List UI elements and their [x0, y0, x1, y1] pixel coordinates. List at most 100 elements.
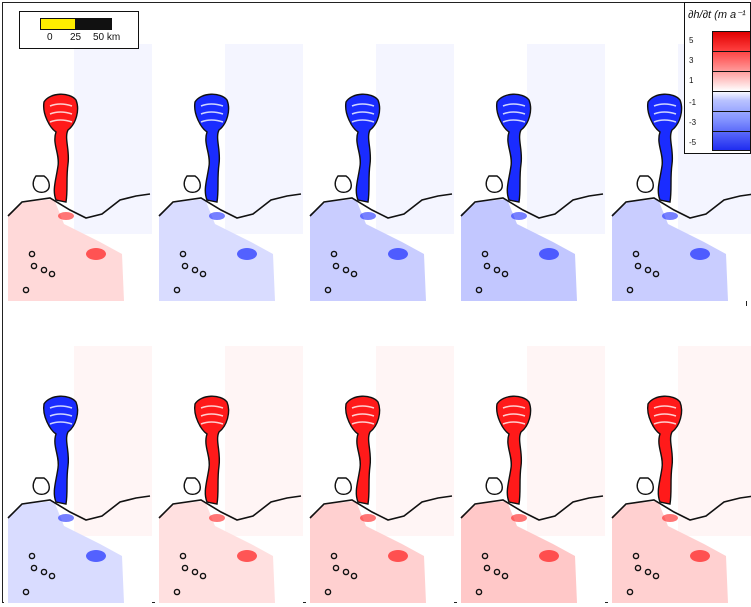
grounding-line — [460, 495, 604, 521]
ice-shelf-region — [461, 199, 577, 301]
legend-tick-m1: -1 — [689, 98, 697, 107]
shelf-patch — [237, 550, 257, 562]
map-panel-r2-c4 — [457, 306, 605, 603]
grounding-line — [7, 193, 151, 219]
island-outline — [342, 568, 350, 576]
ice-shelf-region — [310, 199, 426, 301]
trunk-band — [200, 421, 224, 425]
island-outline — [652, 270, 660, 278]
ice-shelf-region — [310, 501, 426, 603]
map-panel-svg — [155, 306, 303, 603]
island-outline — [40, 568, 48, 576]
trunk-band — [49, 413, 73, 417]
legend-title: ∂h/∂t (m a⁻¹ — [688, 9, 746, 21]
island-outline — [191, 266, 199, 274]
legend-tick-1: 1 — [689, 76, 694, 85]
grounding-line — [158, 193, 302, 219]
legend-tick-line-m3 — [712, 131, 750, 132]
island-outline — [330, 552, 338, 560]
ice-shelf-region — [461, 501, 577, 603]
ice-shelf-region — [8, 501, 124, 603]
island-outline — [652, 572, 660, 580]
legend-tick-line-3 — [712, 71, 750, 72]
island-outline — [199, 270, 207, 278]
island-outline — [475, 286, 483, 294]
map-panel-svg — [608, 306, 751, 603]
legend-tick-3: 3 — [689, 56, 694, 65]
map-panel-r1-c1 — [4, 4, 152, 301]
ocean-tint — [376, 44, 454, 234]
trunk-band — [502, 103, 526, 107]
island-outline — [632, 552, 640, 560]
island-outline — [493, 568, 501, 576]
grounding-line — [309, 495, 453, 521]
tributary-outline — [636, 175, 654, 193]
scale-label-25: 25 — [70, 32, 82, 43]
tributary-outline — [183, 175, 201, 193]
island-outline — [181, 262, 189, 270]
trunk-band — [200, 119, 224, 123]
shelf-patch — [662, 212, 678, 220]
shelf-patch — [58, 212, 74, 220]
scale-bar-black-segment — [76, 18, 112, 30]
shelf-patch — [209, 212, 225, 220]
trunk-band — [49, 405, 73, 409]
island-outline — [350, 572, 358, 580]
island-outline — [199, 572, 207, 580]
trunk-band — [502, 111, 526, 115]
trunk-band — [351, 405, 375, 409]
island-outline — [644, 568, 652, 576]
trunk-band — [653, 111, 677, 115]
island-outline — [30, 564, 38, 572]
island-outline — [332, 262, 340, 270]
shelf-patch — [58, 514, 74, 522]
map-panel-svg — [457, 4, 605, 301]
map-panel-svg — [4, 306, 152, 603]
island-outline — [48, 270, 56, 278]
trunk-band — [653, 405, 677, 409]
tributary-outline — [636, 477, 654, 495]
island-outline — [632, 250, 640, 258]
shelf-patch — [360, 514, 376, 522]
ocean-tint — [225, 44, 303, 234]
ocean-tint — [527, 44, 605, 234]
island-outline — [324, 588, 332, 596]
tributary-outline — [485, 477, 503, 495]
legend-tick-line-1 — [712, 91, 750, 92]
island-outline — [173, 286, 181, 294]
map-panel-svg — [155, 4, 303, 301]
island-outline — [350, 270, 358, 278]
legend-tick-5: 5 — [689, 36, 694, 45]
scale-bar: 0 25 50 km — [19, 11, 139, 49]
trunk-band — [502, 421, 526, 425]
map-panel-r1-c4 — [457, 4, 605, 301]
island-outline — [173, 588, 181, 596]
shelf-patch — [539, 248, 559, 260]
island-outline — [626, 588, 634, 596]
island-outline — [30, 262, 38, 270]
trunk-band — [49, 119, 73, 123]
island-outline — [330, 250, 338, 258]
ice-shelf-region — [612, 501, 728, 603]
trunk-band — [653, 103, 677, 107]
grounding-line — [611, 495, 751, 521]
shelf-patch — [86, 248, 106, 260]
trunk-band — [351, 111, 375, 115]
grounding-line — [611, 193, 751, 219]
trunk-band — [49, 111, 73, 115]
scale-label-0: 0 — [47, 32, 53, 43]
ocean-tint — [678, 346, 751, 536]
shelf-patch — [86, 550, 106, 562]
map-panel-r1-c3 — [306, 4, 454, 301]
island-outline — [483, 564, 491, 572]
tributary-outline — [32, 477, 50, 495]
trunk-band — [502, 405, 526, 409]
shelf-patch — [511, 514, 527, 522]
island-outline — [40, 266, 48, 274]
trunk-band — [351, 119, 375, 123]
ice-shelf-region — [8, 199, 124, 301]
shelf-patch — [388, 550, 408, 562]
trunk-band — [502, 413, 526, 417]
tributary-outline — [183, 477, 201, 495]
island-outline — [181, 564, 189, 572]
